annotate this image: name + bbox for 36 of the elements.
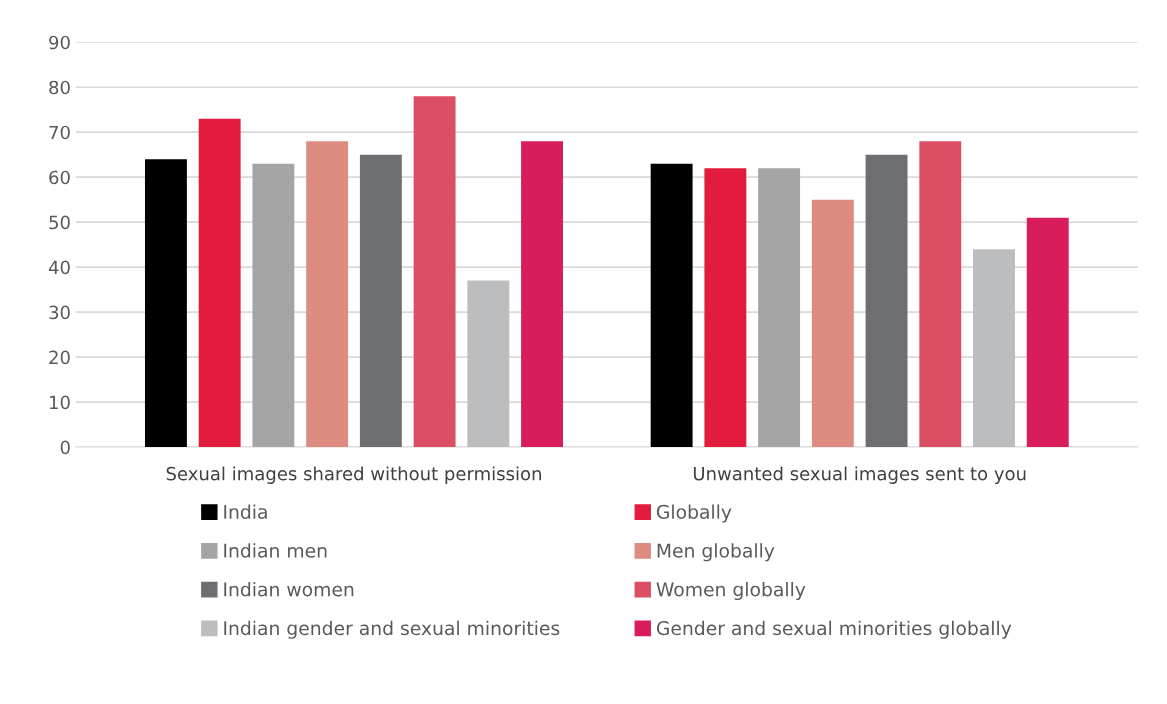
bar bbox=[650, 163, 693, 448]
legend-label: India bbox=[224, 504, 267, 519]
bar bbox=[973, 249, 1015, 448]
bar bbox=[521, 141, 563, 448]
legend-label: Women globally bbox=[656, 581, 806, 601]
bar bbox=[413, 96, 456, 448]
bar bbox=[359, 154, 402, 448]
legend-label: Globally bbox=[656, 504, 732, 523]
bar bbox=[306, 141, 349, 448]
y-tick-label: 80 bbox=[49, 80, 70, 95]
y-tick-label: 0 bbox=[60, 440, 70, 455]
bar bbox=[198, 118, 241, 448]
bar bbox=[144, 159, 187, 448]
x-tick-label: Sexual images shared without permission bbox=[166, 466, 541, 484]
bar bbox=[758, 168, 801, 448]
y-tick-label: 10 bbox=[50, 395, 70, 410]
legend-label: Gender and sexual minorities globally bbox=[656, 620, 1012, 639]
y-tick-label: 50 bbox=[49, 215, 70, 230]
legend-label: Indian women bbox=[224, 581, 354, 597]
y-tick-label: 30 bbox=[49, 305, 70, 320]
bar bbox=[919, 141, 962, 448]
bar bbox=[865, 154, 908, 448]
bar bbox=[252, 163, 295, 448]
y-tick-label: 90 bbox=[49, 35, 70, 50]
x-tick-label: Unwanted sexual images sent to you bbox=[693, 466, 1026, 484]
y-tick-label: 70 bbox=[49, 125, 70, 140]
legend-label: Indian men bbox=[224, 543, 327, 558]
legend-label: Indian gender and sexual minorities bbox=[224, 620, 560, 639]
y-tick-label: 60 bbox=[49, 170, 70, 185]
bar bbox=[1026, 217, 1069, 448]
y-tick-label: 40 bbox=[48, 260, 70, 275]
bar bbox=[704, 168, 747, 448]
y-tick-label: 20 bbox=[49, 350, 70, 365]
legend-label: Men globally bbox=[657, 543, 775, 562]
bar bbox=[811, 199, 854, 448]
bar bbox=[467, 280, 510, 448]
